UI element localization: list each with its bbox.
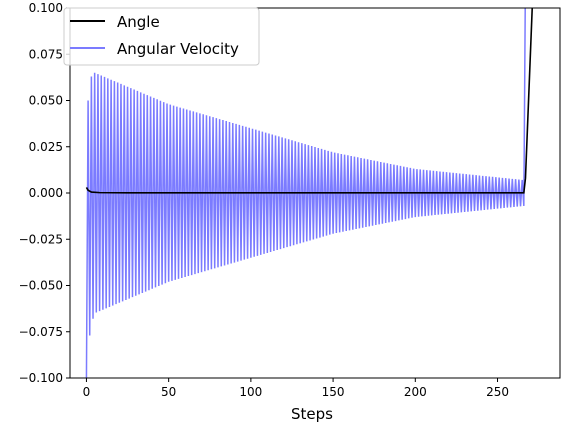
y-tick-label: 0.050 [29,94,63,108]
y-tick-label: 0.075 [29,47,63,61]
x-tick-label: 50 [161,385,176,399]
y-tick-label: −0.050 [19,279,63,293]
y-tick-label: 0.000 [29,186,63,200]
x-axis: 0 50 100 150 200 250 [83,378,509,399]
y-tick-label: 0.100 [29,1,63,15]
y-axis: −0.100 −0.075 −0.050 −0.025 0.000 0.025 0.050 0… [19,1,70,385]
y-tick-label: −0.075 [19,325,63,339]
plot-area [85,8,534,378]
y-tick-label: −0.100 [19,371,63,385]
x-tick-label: 250 [486,385,509,399]
legend-label-angle: Angle [117,13,160,31]
x-axis-title: Steps [291,405,333,423]
series-line-angle [85,8,534,194]
y-tick-label: 0.025 [29,140,63,154]
x-tick-label: 200 [404,385,427,399]
x-tick-label: 0 [83,385,91,399]
legend: Angle Angular Velocity [63,7,260,66]
y-tick-label: −0.025 [19,232,63,246]
x-tick-label: 100 [239,385,262,399]
legend-label-angular-velocity: Angular Velocity [117,40,239,58]
x-tick-label: 150 [322,385,345,399]
legend-box [63,7,260,66]
